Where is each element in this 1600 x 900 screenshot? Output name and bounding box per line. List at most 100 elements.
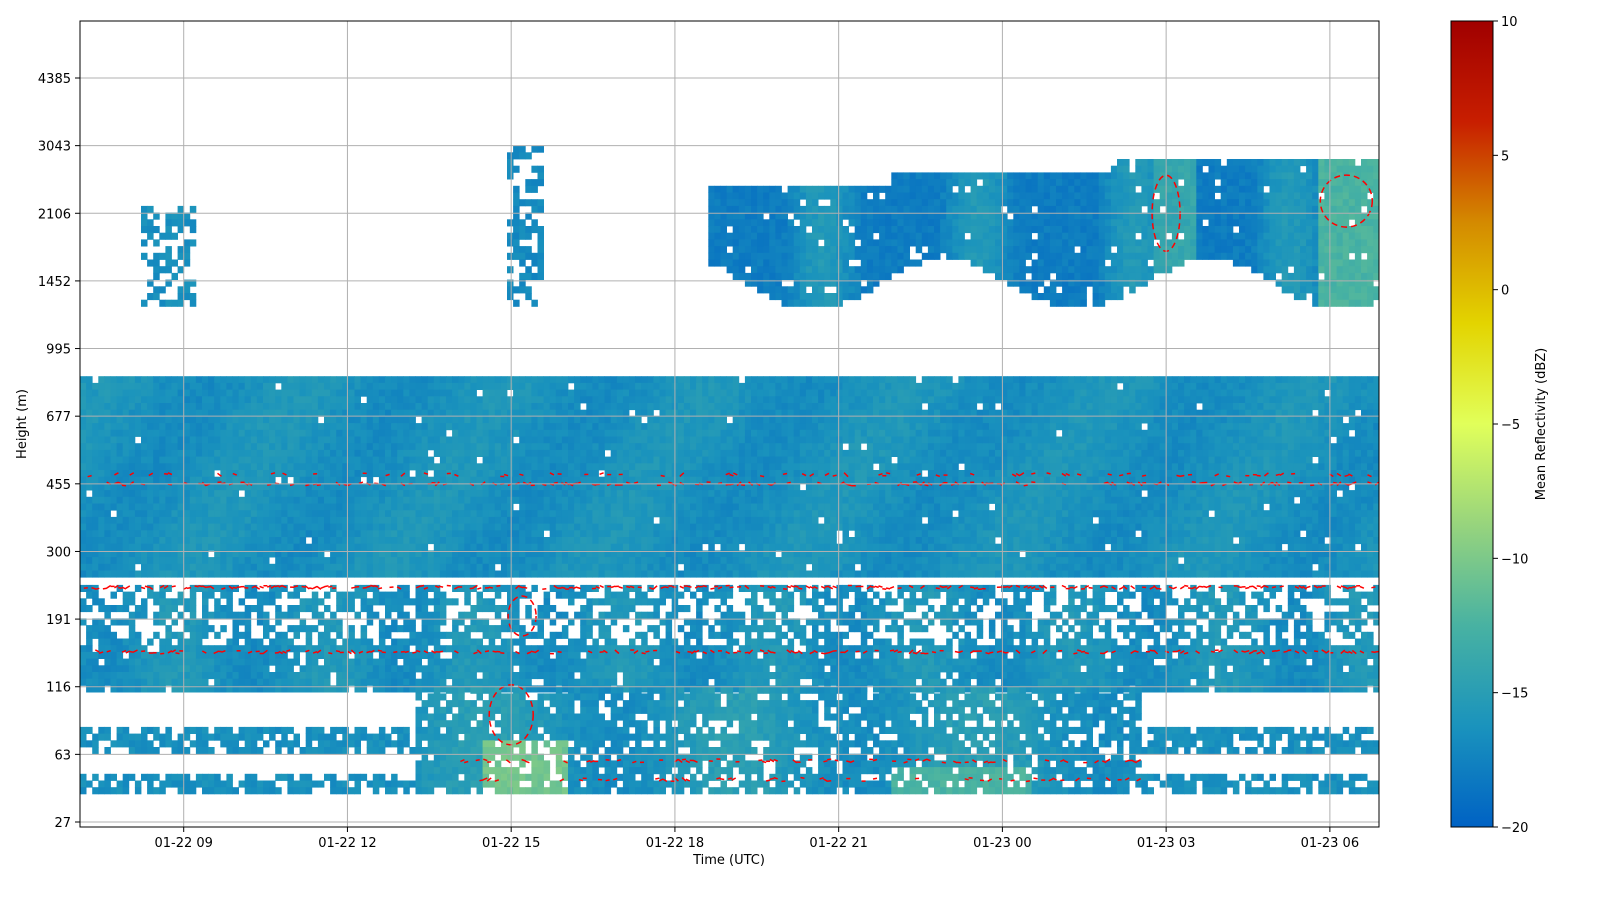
heatmap-cell [580,429,587,437]
heatmap-cell [549,376,557,384]
heatmap-cell [446,483,453,491]
heatmap-cell [757,530,764,538]
heatmap-cell [940,490,947,498]
heatmap-cell [897,470,904,478]
heatmap-cell [226,396,233,404]
heatmap-cell [116,376,124,384]
heatmap-cell [446,443,453,451]
heatmap-cell [1031,496,1039,504]
heatmap-cell [147,423,154,431]
heatmap-cell [757,443,764,451]
heatmap-cell [202,416,209,424]
heatmap-cell [391,463,398,471]
heatmap-cell [964,416,971,424]
heatmap-cell [537,429,544,437]
heatmap-cell [946,476,953,484]
heatmap-cell [195,429,203,437]
heatmap-cell [1025,436,1032,444]
heatmap-cell [275,563,282,571]
heatmap-cell [421,490,429,498]
heatmap-cell [641,496,648,504]
heatmap-cell [824,409,831,417]
heatmap-cell [988,389,996,397]
heatmap-cell [1043,456,1051,464]
heatmap-cell [421,563,429,571]
heatmap-cell [1080,510,1087,518]
heatmap-cell [1062,490,1069,498]
heatmap-cell [824,537,831,545]
heatmap-cell [177,543,185,551]
heatmap-cell [488,429,496,437]
heatmap-cell [342,389,349,397]
heatmap-cell [696,570,703,578]
heatmap-cell [128,516,136,524]
heatmap-cell [159,557,166,565]
heatmap-cell [281,503,288,511]
heatmap-cell [226,429,233,437]
heatmap-cell [860,510,868,518]
heatmap-cell [1007,543,1014,551]
heatmap-cell [958,423,965,431]
heatmap-cell [366,496,374,504]
heatmap-cell [525,537,532,545]
heatmap-cell [574,443,581,451]
heatmap-cell [98,530,105,538]
heatmap-cell [305,550,313,558]
heatmap-cell [1062,389,1069,397]
heatmap-cell [946,530,953,538]
heatmap-cell [525,510,532,518]
heatmap-cell [360,503,368,511]
heatmap-cell [1098,537,1106,545]
heatmap-cell [1092,523,1100,531]
heatmap-cell [519,429,526,437]
heatmap-cell [610,443,618,451]
heatmap-cell [1049,389,1057,397]
heatmap-cell [531,537,538,545]
heatmap-cell [629,476,636,484]
heatmap-cell [244,416,252,424]
heatmap-cell [836,476,843,484]
heatmap-cell [409,557,416,565]
heatmap-cell [647,396,654,404]
heatmap-cell [690,516,697,524]
heatmap-cell [842,423,849,431]
heatmap-cell [208,416,215,424]
heatmap-cell [531,382,538,390]
heatmap-cell [348,530,355,538]
heatmap-cell [879,550,886,558]
heatmap-cell [458,483,465,491]
heatmap-cell [458,436,465,444]
heatmap-cell [378,537,386,545]
heatmap-cell [299,550,307,558]
heatmap-cell [781,557,788,565]
heatmap-cell [622,389,630,397]
heatmap-cell [214,476,221,484]
heatmap-cell [104,503,111,511]
heatmap-cell [629,503,636,511]
heatmap-cell [970,543,978,551]
heatmap-cell [824,557,831,565]
heatmap-cell [708,557,715,565]
heatmap-cell [287,563,294,571]
heatmap-cell [458,503,465,511]
heatmap-cell [214,563,221,571]
heatmap-cell [921,503,929,511]
heatmap-cell [683,470,691,478]
heatmap-cell [873,563,880,571]
heatmap-cell [256,510,264,518]
heatmap-cell [873,470,880,478]
heatmap-cell [385,470,392,478]
heatmap-cell [604,483,612,491]
heatmap-cell [1031,443,1039,451]
heatmap-cell [1031,376,1039,384]
heatmap-cell [708,570,715,578]
heatmap-cell [452,429,459,437]
heatmap-cell [232,423,239,431]
heatmap-cell [153,563,160,571]
heatmap-cell [232,396,239,404]
heatmap-cell [104,463,111,471]
heatmap-cell [153,423,160,431]
heatmap-cell [812,423,819,431]
heatmap-cell [421,476,429,484]
heatmap-cell [1062,503,1069,511]
